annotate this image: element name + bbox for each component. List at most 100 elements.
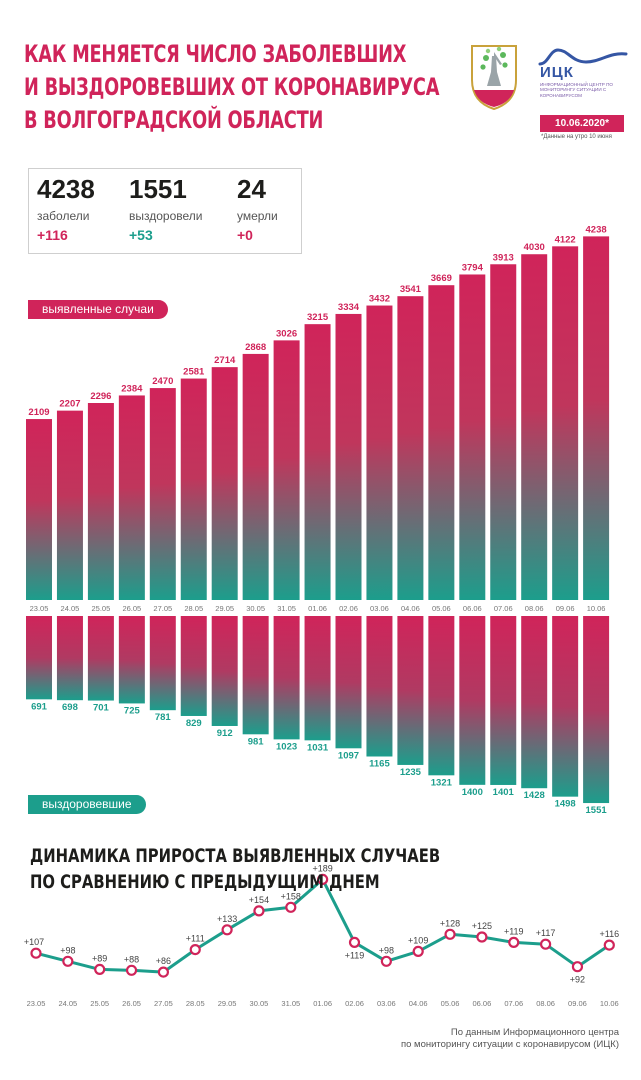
line-date-tick-label: 25.05 [90, 999, 109, 1008]
recovered-value-label: 1235 [400, 767, 422, 778]
case-value-label: 2207 [59, 399, 80, 410]
wave-icon [538, 48, 628, 66]
increase-value-label: +119 [504, 926, 524, 936]
case-value-label: 2470 [152, 376, 173, 387]
date-tick-label: 24.05 [61, 604, 80, 613]
recovered-value-label: 698 [62, 702, 78, 713]
recovered-value-label: 1551 [586, 805, 608, 816]
recovered-bar-28.05 [180, 616, 207, 716]
recovered-bar-02.06 [335, 616, 362, 749]
increase-point-25.05 [94, 963, 106, 976]
recovered-value-label: 1097 [338, 750, 359, 761]
title-line-3: В ВОЛГОГРАДСКОЙ ОБЛАСТИ [24, 106, 324, 134]
case-value-label: 2296 [90, 391, 111, 402]
increase-value-label: +128 [440, 918, 460, 928]
recovered-value-label: 1498 [555, 799, 576, 810]
increase-value-label: +86 [156, 956, 171, 966]
increase-point-26.05 [125, 964, 138, 976]
case-value-label: 3669 [431, 273, 452, 284]
recovered-bar-01.06 [304, 616, 331, 741]
date-tick-label: 31.05 [277, 604, 296, 613]
case-bar-30.05 [242, 353, 269, 600]
case-bar-06.06 [459, 274, 486, 600]
recovered-value-label: 701 [93, 703, 110, 714]
increase-point-30.05 [253, 905, 265, 917]
stats-panel: 4238 заболели +116 1551 выздоровели +53 … [28, 168, 302, 254]
stat-recovered-value: 1551 [129, 174, 187, 204]
line-date-tick-label: 06.06 [473, 999, 492, 1008]
line-date-tick-label: 28.05 [186, 999, 205, 1008]
date-tick-label: 08.06 [525, 604, 544, 613]
line-chart: +107 23.05 +98 24.05 +89 25.05 +88 26.05 +86 27.0… [24, 863, 619, 1008]
source-line-1: По данным Информационного центра [450, 1027, 619, 1038]
case-value-label: 4030 [524, 242, 545, 253]
date-tick-label: 07.06 [494, 604, 513, 613]
increase-point-02.06 [348, 936, 361, 949]
case-bar-23.05 [26, 419, 52, 600]
line-date-tick-label: 04.06 [409, 999, 428, 1008]
increase-point-08.06 [539, 938, 552, 950]
date-tick-label: 25.05 [92, 604, 111, 613]
case-value-label: 3794 [462, 262, 484, 273]
recovered-bar-27.05 [149, 616, 176, 711]
line-date-tick-label: 27.05 [154, 999, 173, 1008]
increase-value-label: +92 [570, 975, 585, 985]
case-bar-04.06 [397, 296, 424, 600]
date-tick-label: 02.06 [339, 604, 358, 613]
recovered-bar-23.05 [26, 616, 52, 700]
increase-value-label: +109 [408, 935, 428, 945]
date-tick-label: 03.06 [370, 604, 389, 613]
case-value-label: 4238 [586, 224, 607, 235]
recovered-bar-30.05 [242, 616, 269, 735]
recovered-bar-06.06 [459, 616, 486, 785]
line-date-tick-label: 26.05 [122, 999, 141, 1008]
recovered-bar-07.06 [490, 616, 517, 785]
increase-point-05.06 [444, 928, 456, 940]
increase-value-label: +88 [124, 954, 139, 964]
case-bar-31.05 [273, 340, 300, 600]
increase-point-03.06 [380, 955, 392, 967]
increase-point-29.05 [221, 924, 233, 936]
recovered-value-label: 1400 [462, 787, 483, 798]
increase-point-10.06 [603, 939, 615, 951]
date-tick-label: 05.06 [432, 604, 451, 613]
date-tick-label: 30.05 [246, 604, 265, 613]
recovered-value-label: 1401 [493, 787, 515, 798]
stat-died: 24 умерли +0 [237, 173, 278, 243]
recovered-bar-26.05 [118, 616, 145, 704]
case-value-label: 3541 [400, 284, 422, 295]
case-bar-03.06 [366, 305, 393, 600]
case-bar-26.05 [118, 395, 145, 600]
case-bar-09.06 [552, 246, 579, 600]
recovered-value-label: 1031 [307, 742, 329, 753]
case-bar-02.06 [335, 313, 362, 600]
line-date-tick-label: 01.06 [313, 999, 332, 1008]
case-bar-25.05 [87, 403, 114, 600]
coat-of-arms-icon [471, 45, 517, 111]
date-tick-label: 26.05 [122, 604, 141, 613]
increase-point-23.05 [30, 947, 42, 959]
increase-value-label: +119 [345, 950, 365, 960]
increase-point-27.05 [157, 966, 169, 978]
stat-recovered-label: выздоровели [129, 209, 203, 223]
line-date-tick-label: 08.06 [536, 999, 555, 1008]
date-tick-label: 27.05 [153, 604, 172, 613]
stat-recovered-delta: +53 [129, 227, 153, 243]
recovered-series-label: выздоровевшие [28, 795, 146, 814]
cases-series-label: выявленные случаи [28, 300, 168, 319]
recovered-value-label: 1428 [524, 790, 545, 801]
case-bar-08.06 [521, 254, 548, 600]
increase-value-label: +133 [217, 914, 237, 924]
recovered-value-label: 781 [155, 712, 172, 723]
increase-point-07.06 [508, 936, 520, 949]
stat-infected-value: 4238 [37, 174, 95, 204]
itsk-logo: ИЦК Информационный центр по мониторингу … [538, 46, 634, 98]
recovered-value-label: 725 [124, 705, 141, 716]
stat-died-value: 24 [237, 174, 266, 204]
date-tick-label: 01.06 [308, 604, 327, 613]
increase-value-label: +125 [472, 921, 492, 931]
case-bar-29.05 [211, 367, 238, 600]
stat-infected-label: заболели [37, 209, 90, 223]
increase-value-label: +158 [281, 891, 301, 901]
